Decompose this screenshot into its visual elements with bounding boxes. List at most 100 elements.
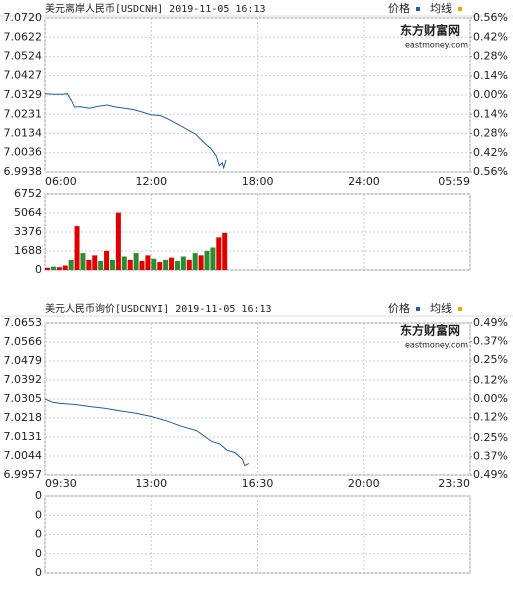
y-tick-label: 7.0479 bbox=[4, 354, 43, 367]
legend-swatch bbox=[416, 7, 420, 11]
x-tick-label: 16:30 bbox=[242, 477, 274, 490]
y2-tick-label: 0.56% bbox=[473, 11, 508, 24]
volume-bar bbox=[216, 237, 222, 270]
volume-bar bbox=[62, 265, 68, 270]
y2-tick-label: 0.00% bbox=[473, 88, 508, 101]
x-tick-label: 20:00 bbox=[348, 477, 380, 490]
y-tick-label: 7.0134 bbox=[4, 126, 43, 139]
x-tick-label: 23:30 bbox=[438, 477, 470, 490]
volume-tick-label: 0 bbox=[35, 566, 42, 579]
legend-label: 价格 bbox=[388, 1, 410, 15]
volume-bar bbox=[50, 266, 56, 270]
y-tick-label: 7.0524 bbox=[4, 50, 43, 63]
volume-bar bbox=[180, 256, 186, 270]
volume-bar bbox=[56, 267, 62, 270]
volume-bar bbox=[157, 262, 163, 270]
y2-tick-label: 0.28% bbox=[473, 127, 508, 140]
volume-bar bbox=[109, 259, 115, 270]
watermark: eastmoney.com bbox=[405, 41, 468, 50]
volume-bar bbox=[86, 259, 92, 270]
volume-bar bbox=[133, 253, 139, 270]
y2-tick-label: 0.37% bbox=[473, 335, 508, 348]
volume-bar bbox=[80, 253, 86, 270]
y2-tick-label: 0.49% bbox=[473, 468, 508, 481]
x-tick-label: 13:00 bbox=[135, 477, 167, 490]
volume-bar bbox=[198, 255, 204, 270]
volume-bar bbox=[115, 212, 121, 270]
volume-bar bbox=[151, 258, 157, 270]
chart-title: 美元人民币询价[USDCNYI] 2019-11-05 16:13 bbox=[45, 302, 272, 315]
volume-tick-label: 3376 bbox=[14, 225, 42, 238]
legend-label: 价格 bbox=[388, 301, 410, 315]
x-tick-label: 18:00 bbox=[242, 175, 274, 188]
x-tick-label: 09:30 bbox=[45, 477, 77, 490]
y-tick-label: 7.0427 bbox=[4, 69, 43, 82]
y-tick-label: 7.0392 bbox=[4, 373, 43, 386]
volume-tick-label: 6752 bbox=[14, 187, 42, 200]
chart-title: 美元离岸人民币[USDCNH] 2019-11-05 16:13 bbox=[45, 2, 266, 15]
volume-bar bbox=[204, 250, 210, 270]
y-tick-label: 6.9957 bbox=[4, 468, 43, 481]
volume-bar bbox=[169, 257, 175, 270]
y-tick-label: 7.0622 bbox=[4, 30, 43, 43]
y-tick-label: 7.0566 bbox=[4, 335, 43, 348]
x-tick-label: 24:00 bbox=[348, 175, 380, 188]
y2-tick-label: 0.42% bbox=[473, 30, 508, 43]
y2-tick-label: 0.12% bbox=[473, 411, 508, 424]
volume-tick-label: 0 bbox=[35, 489, 42, 502]
watermark: 东方财富网 bbox=[400, 323, 460, 338]
volume-bar bbox=[210, 247, 216, 270]
y2-tick-label: 0.00% bbox=[473, 392, 508, 405]
y-tick-label: 7.0036 bbox=[4, 146, 43, 159]
x-tick-label: 06:00 bbox=[45, 175, 77, 188]
volume-bar bbox=[174, 260, 180, 270]
legend-label: 均线 bbox=[430, 301, 452, 315]
y2-tick-label: 0.42% bbox=[473, 146, 508, 159]
volume-bar bbox=[192, 253, 198, 270]
volume-bar bbox=[68, 259, 74, 270]
y-tick-label: 7.0305 bbox=[4, 392, 43, 405]
volume-bar bbox=[139, 260, 145, 270]
volume-bar bbox=[186, 259, 192, 270]
volume-bar bbox=[98, 260, 104, 270]
y2-tick-label: 0.37% bbox=[473, 449, 508, 462]
y-tick-label: 6.9938 bbox=[4, 165, 43, 178]
x-tick-label: 12:00 bbox=[135, 175, 167, 188]
volume-bar bbox=[74, 226, 80, 270]
x-tick-label: 05:59 bbox=[438, 175, 470, 188]
volume-bar bbox=[45, 267, 50, 270]
y2-tick-label: 0.14% bbox=[473, 69, 508, 82]
price-line bbox=[44, 93, 227, 170]
y-tick-label: 7.0131 bbox=[4, 430, 43, 443]
y2-tick-label: 0.25% bbox=[473, 431, 508, 444]
volume-tick-label: 5064 bbox=[14, 206, 42, 219]
watermark: eastmoney.com bbox=[405, 341, 468, 350]
y2-tick-label: 0.49% bbox=[473, 316, 508, 329]
legend-swatch bbox=[416, 307, 420, 311]
volume-tick-label: 0 bbox=[35, 508, 42, 521]
y2-tick-label: 0.25% bbox=[473, 353, 508, 366]
price-line bbox=[44, 398, 250, 467]
volume-bar bbox=[92, 255, 98, 270]
legend-label: 均线 bbox=[430, 1, 452, 15]
legend-swatch bbox=[458, 307, 462, 311]
volume-tick-label: 1688 bbox=[14, 244, 42, 257]
y-tick-label: 7.0720 bbox=[4, 11, 43, 24]
volume-tick-label: 0 bbox=[35, 528, 42, 541]
volume-bar bbox=[121, 256, 127, 270]
volume-bar bbox=[145, 255, 151, 270]
legend-swatch bbox=[458, 7, 462, 11]
volume-bar bbox=[127, 259, 133, 270]
y-tick-label: 7.0218 bbox=[4, 411, 43, 424]
y-tick-label: 7.0653 bbox=[4, 316, 43, 329]
volume-tick-label: 0 bbox=[35, 263, 42, 276]
y2-tick-label: 0.28% bbox=[473, 50, 508, 63]
y-tick-label: 7.0044 bbox=[4, 449, 43, 462]
y-tick-label: 7.0231 bbox=[4, 107, 43, 120]
y-tick-label: 7.0329 bbox=[4, 88, 43, 101]
volume-tick-label: 0 bbox=[35, 547, 42, 560]
volume-bar bbox=[104, 250, 110, 270]
y2-tick-label: 0.56% bbox=[473, 165, 508, 178]
y2-tick-label: 0.12% bbox=[473, 373, 508, 386]
